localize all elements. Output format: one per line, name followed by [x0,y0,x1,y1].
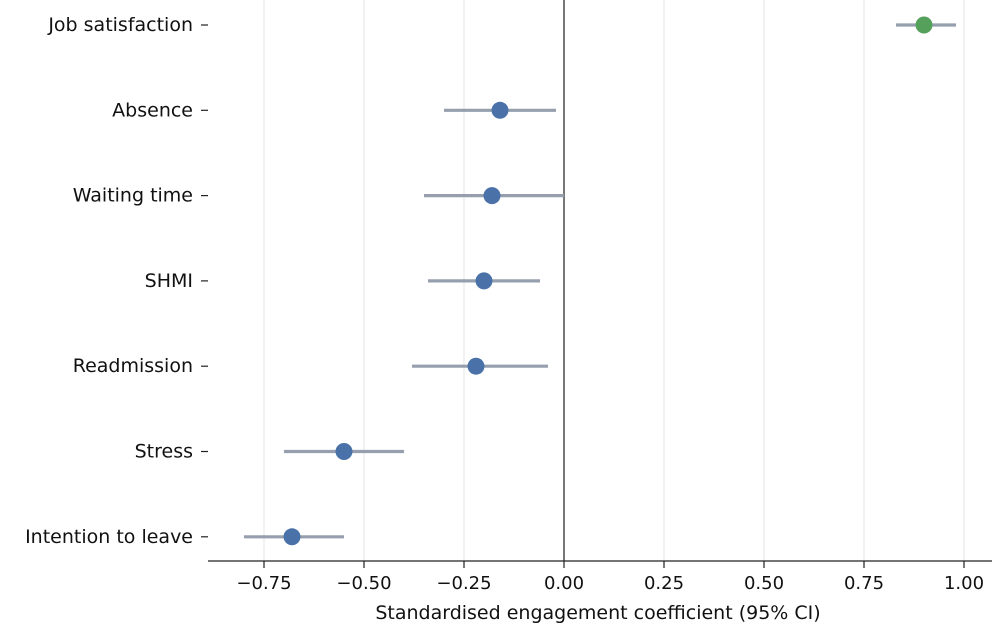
x-tick-label: −0.50 [336,573,391,594]
estimate-point [283,528,301,546]
x-tick-label: 0.00 [544,573,584,594]
estimate-point [915,16,933,34]
x-tick-label: 0.50 [744,573,784,594]
estimate-point [475,272,493,290]
y-tick-label: Absence [112,99,193,121]
grid-lines [263,0,965,561]
estimate-point [335,443,353,460]
estimate-point [483,187,501,205]
y-tick-label: SHMI [145,270,193,292]
y-tick-label: Intention to leave [25,526,193,548]
x-tick-label: −0.75 [236,573,291,594]
y-axis-labels: Job satisfaction Absence Waiting time SHMI R… [25,14,208,548]
x-axis-ticks: −0.75 −0.50 −0.25 0.00 0.25 0.50 0.75 1.00 [236,561,984,594]
x-tick-label: 0.25 [644,573,684,594]
y-tick-label: Stress [135,441,193,463]
x-tick-label: −0.25 [436,573,491,594]
x-axis-label: Standardised engagement coefficient (95%… [375,602,820,624]
estimate-point [467,357,485,375]
y-tick-label: Job satisfaction [47,14,193,36]
point-estimates [283,16,933,546]
x-tick-label: 0.75 [844,573,884,594]
confidence-intervals [244,23,956,539]
x-tick-label: 1.00 [944,573,984,594]
estimate-point [491,101,509,119]
y-tick-label: Waiting time [73,185,193,207]
y-tick-label: Readmission [73,355,193,377]
